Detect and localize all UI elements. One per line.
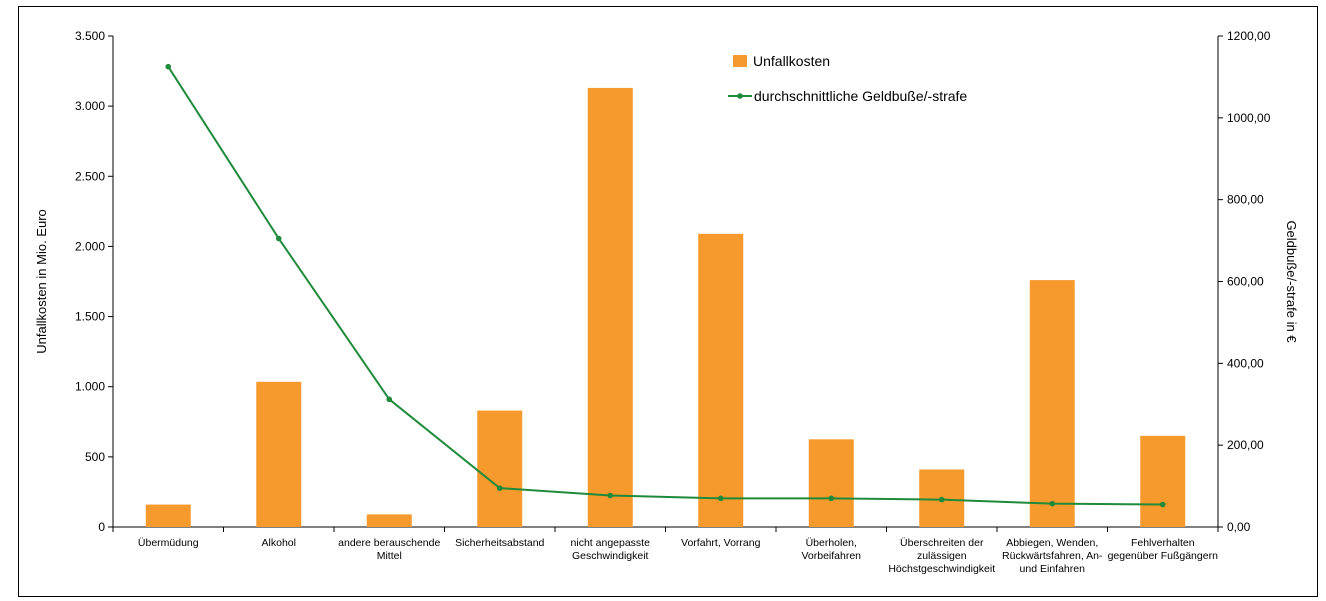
y-right-tick-label: 200,00 <box>1227 438 1264 452</box>
y-left-tick-label: 2.000 <box>75 239 105 253</box>
y-right-tick-label: 1000,00 <box>1227 111 1271 125</box>
x-tick-label: nicht angepasste Geschwindigkeit <box>571 537 651 562</box>
bar <box>477 410 523 527</box>
x-tick-label: Überholen, Vorbeifahren <box>801 537 861 562</box>
legend-swatch-bar <box>733 55 747 67</box>
x-tick-label: andere berauschende Mittel <box>338 537 440 562</box>
x-tick-label: Sicherheitsabstand <box>455 537 544 549</box>
legend: Unfallkosten durchschnittliche Geldbuße/-… <box>728 53 967 104</box>
x-tick-label: Fehlverhalten gegenüber Fußgängern <box>1108 537 1218 562</box>
line-point <box>165 63 172 70</box>
line-point <box>1049 500 1056 507</box>
x-tick-label: Abbiegen, Wenden, Rückwärtsfahren, An-und… <box>1002 537 1103 575</box>
y-left-tick-label: 2.500 <box>75 169 105 183</box>
bar <box>808 439 854 527</box>
y-right-tick-label: 1200,00 <box>1227 29 1271 43</box>
y-right-tick-label: 800,00 <box>1227 193 1264 207</box>
x-tick-label: Alkohol <box>262 537 296 549</box>
line-point <box>828 495 835 502</box>
legend-swatch-marker <box>737 93 743 99</box>
line-point <box>386 396 393 403</box>
bar <box>256 381 302 527</box>
y-left-tick-label: 3.000 <box>75 99 105 113</box>
x-tick-label: Übermüdung <box>138 537 199 549</box>
bar <box>698 233 744 527</box>
y-left-tick-label: 0 <box>98 520 105 534</box>
bar-series <box>145 87 1186 528</box>
y-left-tick-label: 3.500 <box>75 29 105 43</box>
y-right-tick-label: 400,00 <box>1227 356 1264 370</box>
bar <box>1029 280 1075 527</box>
chart-frame <box>18 6 1318 597</box>
y-left-tick-label: 1.000 <box>75 380 105 394</box>
bar <box>1140 435 1186 527</box>
line-point <box>717 495 724 502</box>
x-tick-labels: Übermüdung Alkohol andere berauschende Mitt… <box>138 537 1218 575</box>
line-series <box>165 63 1166 508</box>
line-point <box>496 485 503 491</box>
line-point <box>938 496 945 503</box>
y-left-tick-label: 500 <box>85 450 105 464</box>
line-point <box>607 492 614 499</box>
y-axis-right-title: Geldbuße/-strafe in € <box>1284 220 1299 343</box>
y-axis-left-title: Unfallkosten in Mio. Euro <box>34 209 49 354</box>
y-left-tick-label: 1.500 <box>75 310 105 324</box>
bar <box>145 504 191 527</box>
line-point <box>275 235 282 242</box>
line-point <box>1159 501 1166 508</box>
y-right-tick-label: 600,00 <box>1227 275 1264 289</box>
legend-label-bar: Unfallkosten <box>753 53 830 69</box>
y-right-tick-label: 0,00 <box>1227 520 1251 534</box>
bar <box>366 514 412 527</box>
series-line <box>167 66 1163 506</box>
legend-label-line: durchschnittliche Geldbuße/-strafe <box>754 88 967 104</box>
bar <box>587 87 633 528</box>
chart-axes: 0 500 1.000 1.500 2.000 2.500 3.000 3.500 0,00 20… <box>34 29 1299 534</box>
x-tick-label: Vorfahrt, Vorrang <box>681 537 761 549</box>
x-tick-label: Überschreiten der zulässigen Höchstgeschwi… <box>888 537 995 575</box>
